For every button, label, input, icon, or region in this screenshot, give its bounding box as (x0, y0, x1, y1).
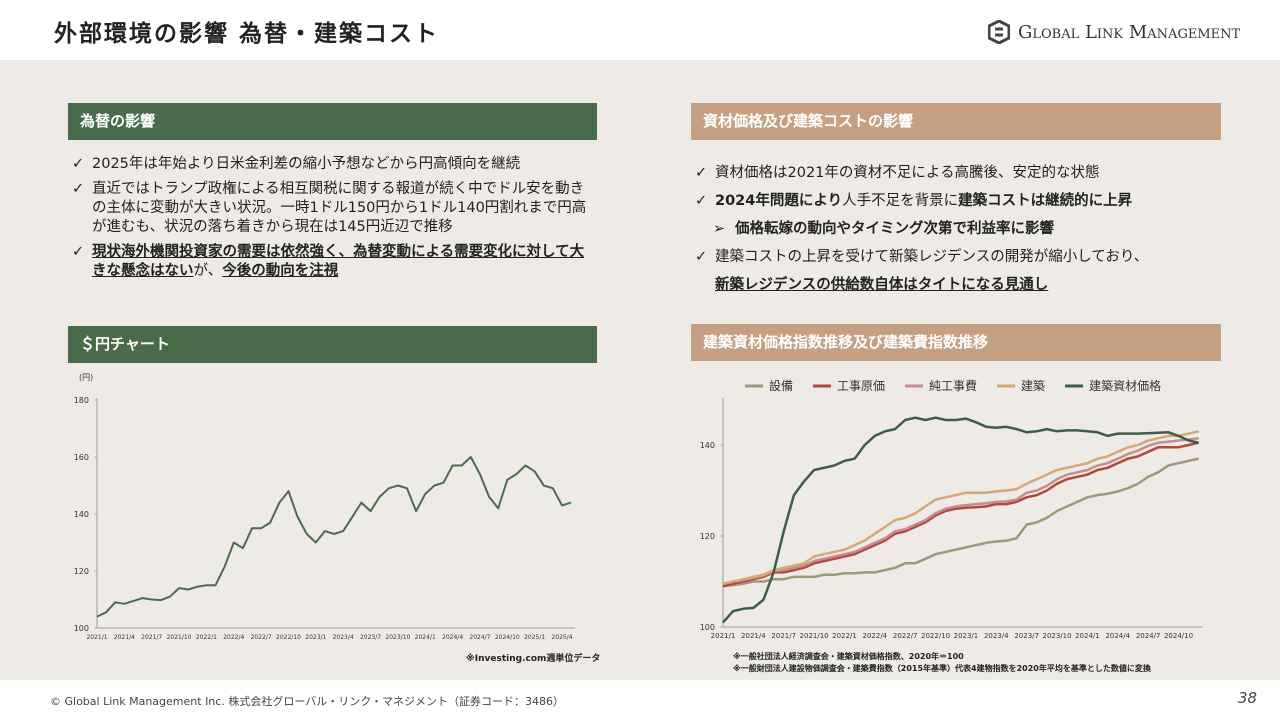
x-tick-label: 2023/10 (1042, 632, 1071, 640)
x-tick-label: 2022/4 (223, 634, 244, 641)
legend-label: 建築 (1021, 378, 1045, 393)
x-tick-label: 2025/4 (551, 634, 572, 641)
copyright: © Global Link Management Inc. 株式会社グローバル・… (50, 695, 564, 708)
x-tick-label: 2023/7 (1014, 632, 1039, 640)
x-tick-label: 2025/1 (524, 634, 545, 641)
logo-icon (988, 20, 1010, 44)
y-tick-label: 140 (700, 441, 715, 450)
series-line (722, 441, 1199, 588)
logo-text: Global Link Management (1018, 21, 1241, 43)
x-tick-label: 2022/7 (893, 632, 918, 640)
bullet-text: 2024年問題により (715, 193, 843, 209)
bullet-text: が、 (193, 263, 223, 279)
logo: Global Link Management (988, 20, 1240, 44)
y-tick-label: 180 (74, 396, 89, 405)
y-tick-label: 100 (74, 624, 89, 633)
bullet: 2024年問題により人手不足を背景に建築コストは継続的に上昇 (695, 190, 1235, 212)
y-tick-label: 100 (700, 623, 715, 632)
bullet-text: 現状海外機関投資家の需要は依然強く、為替変動による需要変化に対して大きな懸念はな… (92, 244, 585, 279)
x-tick-label: 2022/7 (251, 634, 272, 641)
x-tick-label: 2023/1 (954, 632, 979, 640)
x-tick-label: 2024/4 (442, 634, 463, 641)
x-tick-label: 2024/7 (1136, 632, 1161, 640)
bullet: 2025年は年始より日米金利差の縮小予想などから円高傾向を継続 (72, 155, 597, 174)
x-tick-label: 2024/1 (415, 634, 436, 641)
left-chart-heading: ＄円チャート (68, 326, 597, 363)
bullet-text: 2025年は年始より日米金利差の縮小予想などから円高傾向を継続 (92, 156, 521, 172)
x-tick-label: 2021/4 (114, 634, 135, 641)
bullet: 直近ではトランプ政権による相互関税に関する報道が続く中でドル安を動きの主体に変動… (72, 180, 597, 237)
x-tick-label: 2024/10 (495, 634, 520, 641)
y-tick-label: 120 (700, 532, 715, 541)
legend-label: 設備 (769, 378, 793, 393)
bullet-text: 今後の動向を注視 (222, 263, 339, 279)
bullet: 価格転嫁の動向やタイミング次第で利益率に影響 (695, 218, 1235, 240)
x-tick-label: 2021/1 (711, 632, 736, 640)
x-tick-label: 2021/10 (167, 634, 192, 641)
series-line (722, 457, 1199, 588)
right-chart-heading: 建築資材価格指数推移及び建築費指数推移 (691, 324, 1221, 361)
x-tick-label: 2021/1 (86, 634, 107, 641)
right-heading: 資材価格及び建築コストの影響 (691, 103, 1221, 140)
x-tick-label: 2024/4 (1105, 632, 1130, 640)
bullet: 現状海外機関投資家の需要は依然強く、為替変動による需要変化に対して大きな懸念はな… (72, 243, 597, 281)
x-tick-label: 2024/7 (469, 634, 490, 641)
bullet-text: 建築コストの上昇を受けて新築レジデンスの開発が縮小しており、 (715, 249, 1149, 265)
series-line (722, 416, 1199, 624)
bullet-text: 直近ではトランプ政権による相互関税に関する報道が続く中でドル安を動きの主体に変動… (92, 181, 587, 235)
right-note: ※一般社団法人経済調査会・建築資材価格指数、2020年＝100 (733, 652, 964, 661)
bullet: 資材価格は2021年の資材不足による高騰後、安定的な状態 (695, 162, 1235, 184)
left-heading: 為替の影響 (68, 103, 597, 140)
x-tick-label: 2022/1 (832, 632, 857, 640)
title: 外部環境の影響 為替・建築コスト (54, 21, 440, 47)
usd-jpy-chart: (円) 100 120 140 160 180 2021/1 2021/4 2021/7 2021… (74, 373, 576, 641)
x-tick-label: 2021/4 (741, 632, 766, 640)
x-tick-label: 2023/7 (360, 634, 381, 641)
bullet-text: 価格転嫁の動向やタイミング次第で利益率に影響 (735, 221, 1054, 237)
page-number: 38 (1238, 689, 1258, 707)
bullet: 建築コストの上昇を受けて新築レジデンスの開発が縮小しており、 (695, 246, 1235, 268)
y-tick-label: 160 (74, 453, 89, 462)
x-tick-label: 2024/10 (1164, 632, 1193, 640)
y-axis-label: (円) (79, 373, 93, 382)
x-tick-label: 2022/10 (921, 632, 950, 640)
left-bullets: 2025年は年始より日米金利差の縮小予想などから円高傾向を継続 直近ではトランプ… (72, 155, 597, 287)
x-tick-label: 2022/1 (196, 634, 217, 641)
right-note: ※一般財団法人建設物価調査会・建築費指数（2015年基準）代表4建物指数を202… (733, 664, 1151, 673)
series-line (722, 436, 1199, 586)
y-tick-label: 120 (74, 567, 89, 576)
bullet: 新築レジデンスの供給数自体はタイトになる見通し (695, 274, 1235, 296)
x-tick-label: 2022/4 (863, 632, 888, 640)
legend-label: 純工事費 (929, 378, 977, 393)
bullet-text: 建築コストは継続的に上昇 (958, 193, 1133, 209)
x-tick-label: 2022/10 (276, 634, 301, 641)
legend-label: 工事原価 (837, 379, 885, 393)
series-line (722, 430, 1199, 586)
legend-label: 建築資材価格 (1089, 378, 1161, 393)
bullet-text: 資材価格は2021年の資材不足による高騰後、安定的な状態 (715, 165, 1100, 181)
y-tick-label: 140 (74, 510, 89, 519)
right-bullets: 資材価格は2021年の資材不足による高騰後、安定的な状態 2024年問題により人… (695, 162, 1235, 302)
left-note: ※Investing.com週単位データ (466, 654, 601, 664)
x-tick-label: 2021/10 (800, 632, 829, 640)
bullet-text: 人手不足を背景に (842, 193, 959, 209)
series-line (96, 456, 572, 618)
x-tick-label: 2023/4 (333, 634, 354, 641)
x-tick-label: 2023/10 (385, 634, 410, 641)
x-tick-label: 2024/1 (1075, 632, 1100, 640)
x-tick-label: 2023/4 (984, 632, 1009, 640)
x-tick-label: 2023/1 (305, 634, 326, 641)
x-tick-label: 2021/7 (771, 632, 796, 640)
x-tick-label: 2021/7 (141, 634, 162, 641)
bullet-text: 新築レジデンスの供給数自体はタイトになる見通し (715, 277, 1049, 293)
